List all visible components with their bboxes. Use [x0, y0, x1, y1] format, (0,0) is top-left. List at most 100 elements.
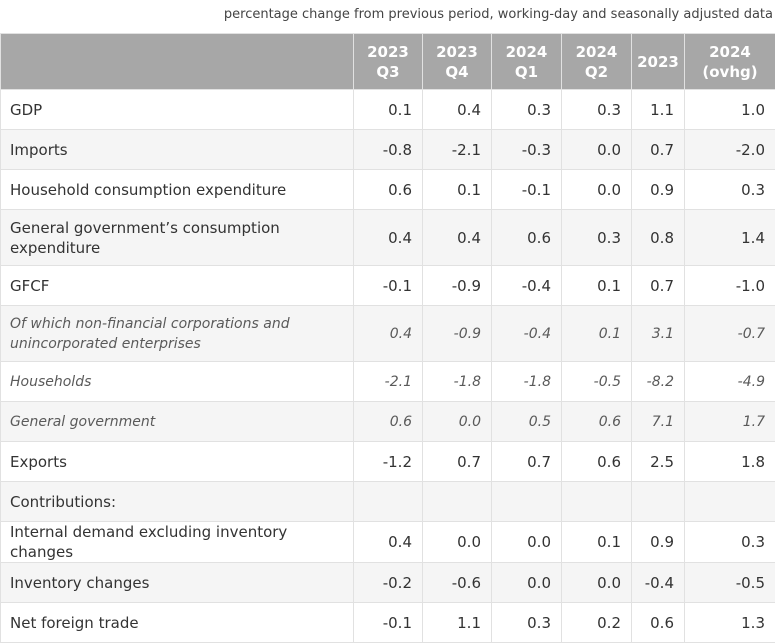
row-label: Imports — [1, 130, 354, 170]
header-corner — [1, 34, 354, 90]
table-row: Exports -1.2 0.7 0.7 0.6 2.5 1.8 — [1, 442, 775, 482]
table-cell: 1.1 — [423, 603, 492, 643]
column-header-period: Q4 — [427, 62, 487, 82]
table-cell: 0.4 — [423, 210, 492, 266]
table-cell: 2.5 — [632, 442, 685, 482]
table-cell: 0.3 — [562, 210, 632, 266]
table-cell — [562, 482, 632, 522]
table-row: Inventory changes -0.2 -0.6 0.0 0.0 -0.4… — [1, 563, 775, 603]
column-header-period: (ovhg) — [689, 62, 771, 82]
table-cell: 0.3 — [492, 603, 562, 643]
table-cell: 1.3 — [685, 603, 775, 643]
column-header-period: Q1 — [496, 62, 557, 82]
table-cell: 0.3 — [685, 522, 775, 563]
table-row: Internal demand excluding inventory chan… — [1, 522, 775, 563]
table-cell: 0.4 — [423, 90, 492, 130]
row-label: Of which non-financial corporations and … — [1, 306, 354, 362]
table-cell — [423, 482, 492, 522]
table-row: Households -2.1 -1.8 -1.8 -0.5 -8.2 -4.9 — [1, 362, 775, 402]
table-cell: 0.6 — [632, 603, 685, 643]
table-cell: -1.8 — [423, 362, 492, 402]
table-cell: 0.0 — [492, 563, 562, 603]
table-cell: 1.4 — [685, 210, 775, 266]
row-label: GFCF — [1, 266, 354, 306]
table-cell: 0.6 — [354, 170, 423, 210]
table-cell: -1.0 — [685, 266, 775, 306]
row-label: General government — [1, 402, 354, 442]
table-row: Net foreign trade -0.1 1.1 0.3 0.2 0.6 1… — [1, 603, 775, 643]
table-cell: -0.4 — [492, 306, 562, 362]
row-label: GDP — [1, 90, 354, 130]
row-label: Exports — [1, 442, 354, 482]
table-cell: -2.1 — [423, 130, 492, 170]
table-cell: 1.7 — [685, 402, 775, 442]
table-cell: -8.2 — [632, 362, 685, 402]
column-header: 2023 — [632, 34, 685, 90]
table-cell: 0.1 — [562, 306, 632, 362]
table-cell: 3.1 — [632, 306, 685, 362]
table-cell: -0.6 — [423, 563, 492, 603]
column-header-year: 2024 — [689, 42, 771, 62]
column-header-year: 2023 — [358, 42, 418, 62]
table-row: Contributions: — [1, 482, 775, 522]
table-cell — [632, 482, 685, 522]
table-cell: 0.0 — [562, 170, 632, 210]
table-cell: 0.5 — [492, 402, 562, 442]
table-cell: 0.3 — [685, 170, 775, 210]
table-cell: 0.4 — [354, 210, 423, 266]
table-cell: 0.4 — [354, 522, 423, 563]
table-cell: -0.4 — [492, 266, 562, 306]
row-label: Net foreign trade — [1, 603, 354, 643]
table-cell: 0.7 — [632, 266, 685, 306]
column-header-period: Q2 — [566, 62, 627, 82]
table-cell: 0.4 — [354, 306, 423, 362]
table-cell — [685, 482, 775, 522]
table-cell: 0.8 — [632, 210, 685, 266]
table-cell: -4.9 — [685, 362, 775, 402]
table-cell: 1.8 — [685, 442, 775, 482]
table-cell: 0.1 — [354, 90, 423, 130]
column-header-year: 2023 — [427, 42, 487, 62]
table-cell: 0.1 — [562, 522, 632, 563]
table-cell: 0.6 — [354, 402, 423, 442]
row-label: Contributions: — [1, 482, 354, 522]
row-label: General government’s consumption expendi… — [1, 210, 354, 266]
table-cell: -0.1 — [354, 603, 423, 643]
table-cell: 0.9 — [632, 522, 685, 563]
table-cell: 0.0 — [562, 563, 632, 603]
table-cell: -0.1 — [492, 170, 562, 210]
table-cell: 7.1 — [632, 402, 685, 442]
table-cell: 1.1 — [632, 90, 685, 130]
table-cell: 0.6 — [562, 402, 632, 442]
table-row: GFCF -0.1 -0.9 -0.4 0.1 0.7 -1.0 — [1, 266, 775, 306]
table-cell: -0.7 — [685, 306, 775, 362]
table-cell: 0.3 — [492, 90, 562, 130]
table-cell: 0.0 — [423, 522, 492, 563]
table-row: General government’s consumption expendi… — [1, 210, 775, 266]
column-header-period: Q3 — [358, 62, 418, 82]
table-cell: 0.3 — [562, 90, 632, 130]
table-cell: 0.9 — [632, 170, 685, 210]
table-cell — [492, 482, 562, 522]
row-label: Inventory changes — [1, 563, 354, 603]
table-cell: -0.5 — [562, 362, 632, 402]
table-cell: 0.7 — [423, 442, 492, 482]
column-header-year: 2023 — [636, 52, 680, 72]
table-cell: -0.9 — [423, 266, 492, 306]
table-cell: -2.0 — [685, 130, 775, 170]
column-header: 2024(ovhg) — [685, 34, 775, 90]
table-row: Imports -0.8 -2.1 -0.3 0.0 0.7 -2.0 — [1, 130, 775, 170]
column-header-year: 2024 — [566, 42, 627, 62]
table-cell: -0.1 — [354, 266, 423, 306]
table-row: GDP 0.1 0.4 0.3 0.3 1.1 1.0 — [1, 90, 775, 130]
table-cell: -0.2 — [354, 563, 423, 603]
table-cell: -0.8 — [354, 130, 423, 170]
table-cell: -0.4 — [632, 563, 685, 603]
table-cell: 0.7 — [632, 130, 685, 170]
